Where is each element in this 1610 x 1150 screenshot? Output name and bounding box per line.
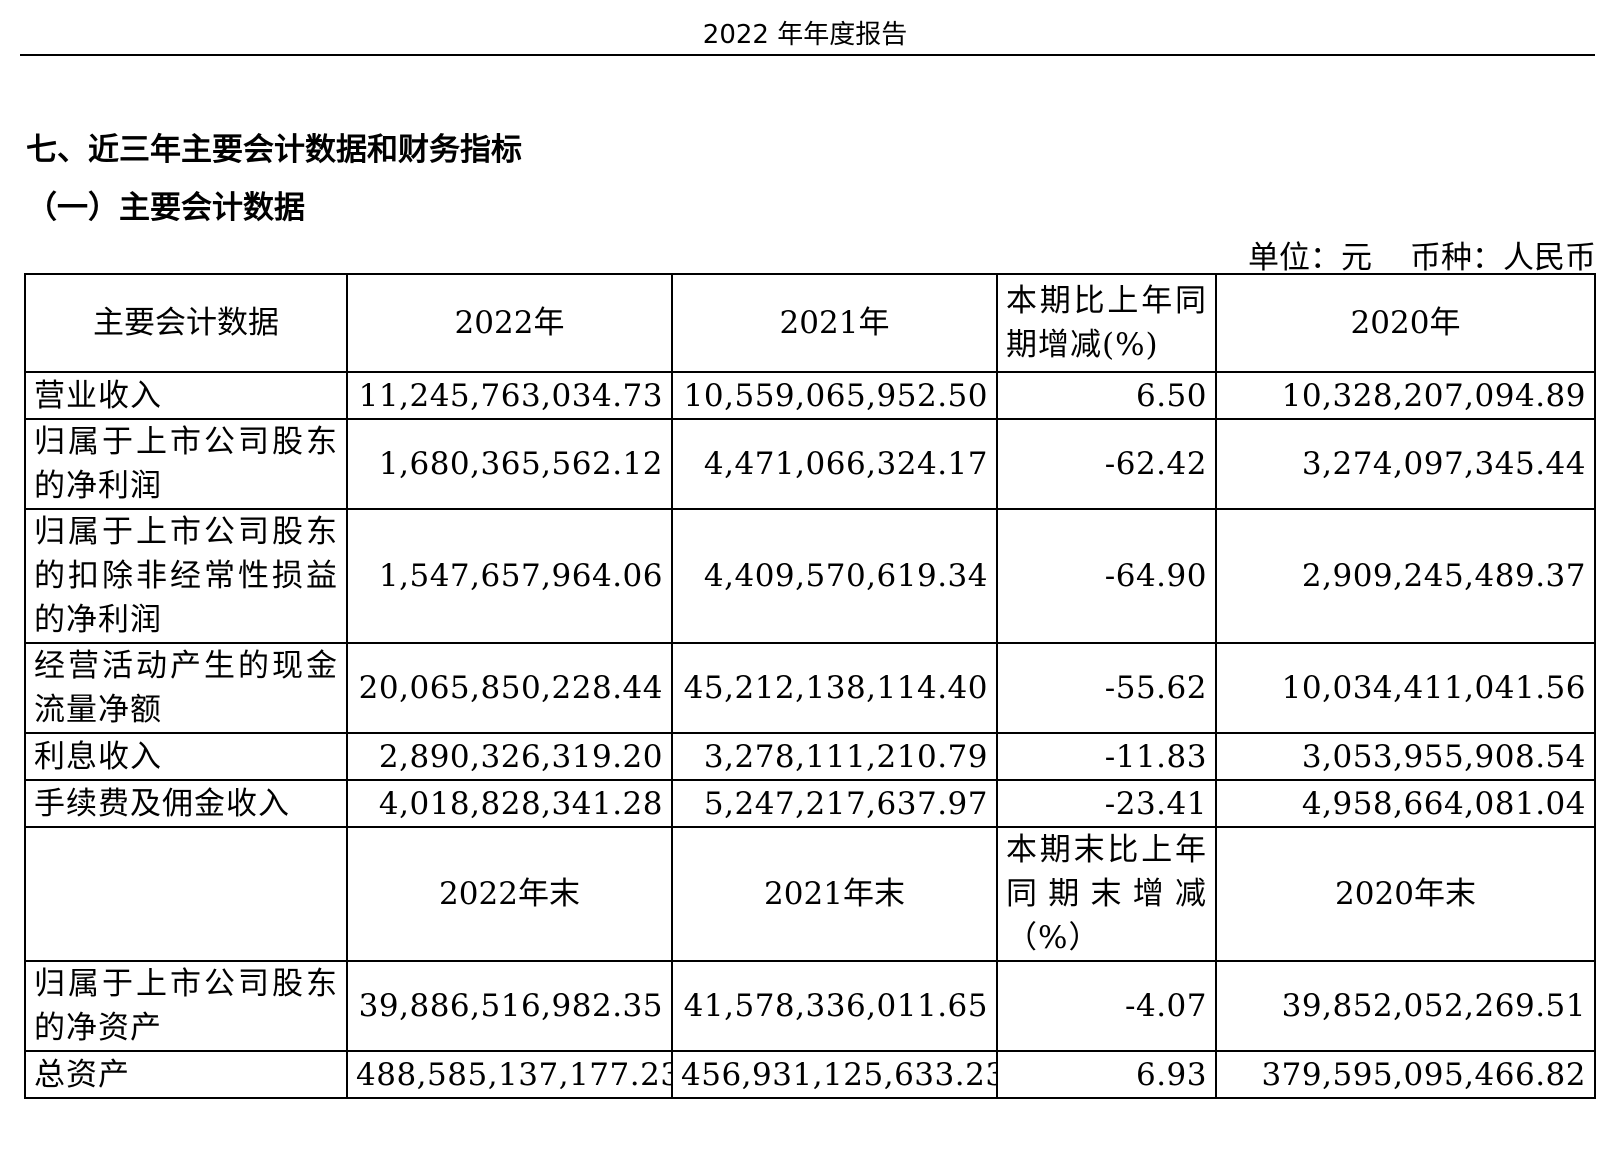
value-2020: 4,958,664,081.04 [1215, 779, 1596, 828]
row-label: 利息收入 [24, 732, 348, 781]
value-2022: 488,585,137,177.23 [346, 1050, 673, 1099]
value-2022: 20,065,850,228.44 [346, 642, 673, 734]
value-2020: 3,053,955,908.54 [1215, 732, 1596, 781]
report-header-title: 2022 年年度报告 [702, 20, 908, 50]
row-label: 归属于上市公司股东的扣除非经常性损益的净利润 [24, 508, 348, 644]
value-2021: 4,471,066,324.17 [671, 418, 998, 510]
header-2020: 2020年 [1215, 273, 1596, 373]
row-label: 手续费及佣金收入 [24, 779, 348, 828]
value-2022: 2,890,326,319.20 [346, 732, 673, 781]
table-row: 营业收入 11,245,763,034.73 10,559,065,952.50… [24, 371, 1596, 420]
value-change: 6.50 [996, 371, 1217, 420]
row-label: 经营活动产生的现金流量净额 [24, 642, 348, 734]
currency-label: 币种：人民币 [1410, 240, 1596, 276]
value-2022: 1,680,365,562.12 [346, 418, 673, 510]
table-row: 总资产 488,585,137,177.23 456,931,125,633.2… [24, 1050, 1596, 1099]
value-change: -11.83 [996, 732, 1217, 781]
value-2021: 4,409,570,619.34 [671, 508, 998, 644]
table-row: 归属于上市公司股东的扣除非经常性损益的净利润 1,547,657,964.06 … [24, 508, 1596, 644]
value-2022: 11,245,763,034.73 [346, 371, 673, 420]
section-title: 七、近三年主要会计数据和财务指标 [26, 132, 522, 168]
row-label: 总资产 [24, 1050, 348, 1099]
table-row: 归属于上市公司股东的净资产 39,886,516,982.35 41,578,3… [24, 960, 1596, 1052]
row-label: 营业收入 [24, 371, 348, 420]
value-2021: 3,278,111,210.79 [671, 732, 998, 781]
table-row: 经营活动产生的现金流量净额 20,065,850,228.44 45,212,1… [24, 642, 1596, 734]
value-change: -62.42 [996, 418, 1217, 510]
subheader-2020: 2020年末 [1215, 826, 1596, 962]
value-2021: 456,931,125,633.23 [671, 1050, 998, 1099]
table-row: 手续费及佣金收入 4,018,828,341.28 5,247,217,637.… [24, 779, 1596, 828]
value-2022: 1,547,657,964.06 [346, 508, 673, 644]
table-subheader-row: 2022年末 2021年末 本期末比上年同期末增减（%） 2020年末 [24, 826, 1596, 962]
accounting-data-table: 主要会计数据 2022年 2021年 本期比上年同期增减(%) 2020年 营业… [24, 273, 1596, 1099]
table-row: 利息收入 2,890,326,319.20 3,278,111,210.79 -… [24, 732, 1596, 781]
row-label: 归属于上市公司股东的净利润 [24, 418, 348, 510]
subheader-change: 本期末比上年同期末增减（%） [996, 826, 1217, 962]
unit-label: 单位：元 [1248, 240, 1372, 276]
value-2020: 3,274,097,345.44 [1215, 418, 1596, 510]
header-divider [20, 54, 1595, 56]
unit-line: 单位：元 币种：人民币 [1248, 232, 1596, 277]
value-2020: 10,328,207,094.89 [1215, 371, 1596, 420]
value-2020: 39,852,052,269.51 [1215, 960, 1596, 1052]
value-2022: 4,018,828,341.28 [346, 779, 673, 828]
table-header-row: 主要会计数据 2022年 2021年 本期比上年同期增减(%) 2020年 [24, 273, 1596, 373]
value-2020: 2,909,245,489.37 [1215, 508, 1596, 644]
table-row: 归属于上市公司股东的净利润 1,680,365,562.12 4,471,066… [24, 418, 1596, 510]
value-change: -64.90 [996, 508, 1217, 644]
header-label: 主要会计数据 [24, 273, 348, 373]
value-2020: 10,034,411,041.56 [1215, 642, 1596, 734]
subheader-label [24, 826, 348, 962]
value-change: -4.07 [996, 960, 1217, 1052]
value-2021: 5,247,217,637.97 [671, 779, 998, 828]
value-2022: 39,886,516,982.35 [346, 960, 673, 1052]
row-label: 归属于上市公司股东的净资产 [24, 960, 348, 1052]
subheader-2021: 2021年末 [671, 826, 998, 962]
header-2021: 2021年 [671, 273, 998, 373]
value-2020: 379,595,095,466.82 [1215, 1050, 1596, 1099]
value-2021: 10,559,065,952.50 [671, 371, 998, 420]
value-2021: 41,578,336,011.65 [671, 960, 998, 1052]
header-change: 本期比上年同期增减(%) [996, 273, 1217, 373]
subsection-title: （一）主要会计数据 [26, 190, 305, 226]
value-change: -23.41 [996, 779, 1217, 828]
value-change: 6.93 [996, 1050, 1217, 1099]
value-2021: 45,212,138,114.40 [671, 642, 998, 734]
header-2022: 2022年 [346, 273, 673, 373]
value-change: -55.62 [996, 642, 1217, 734]
subheader-2022: 2022年末 [346, 826, 673, 962]
